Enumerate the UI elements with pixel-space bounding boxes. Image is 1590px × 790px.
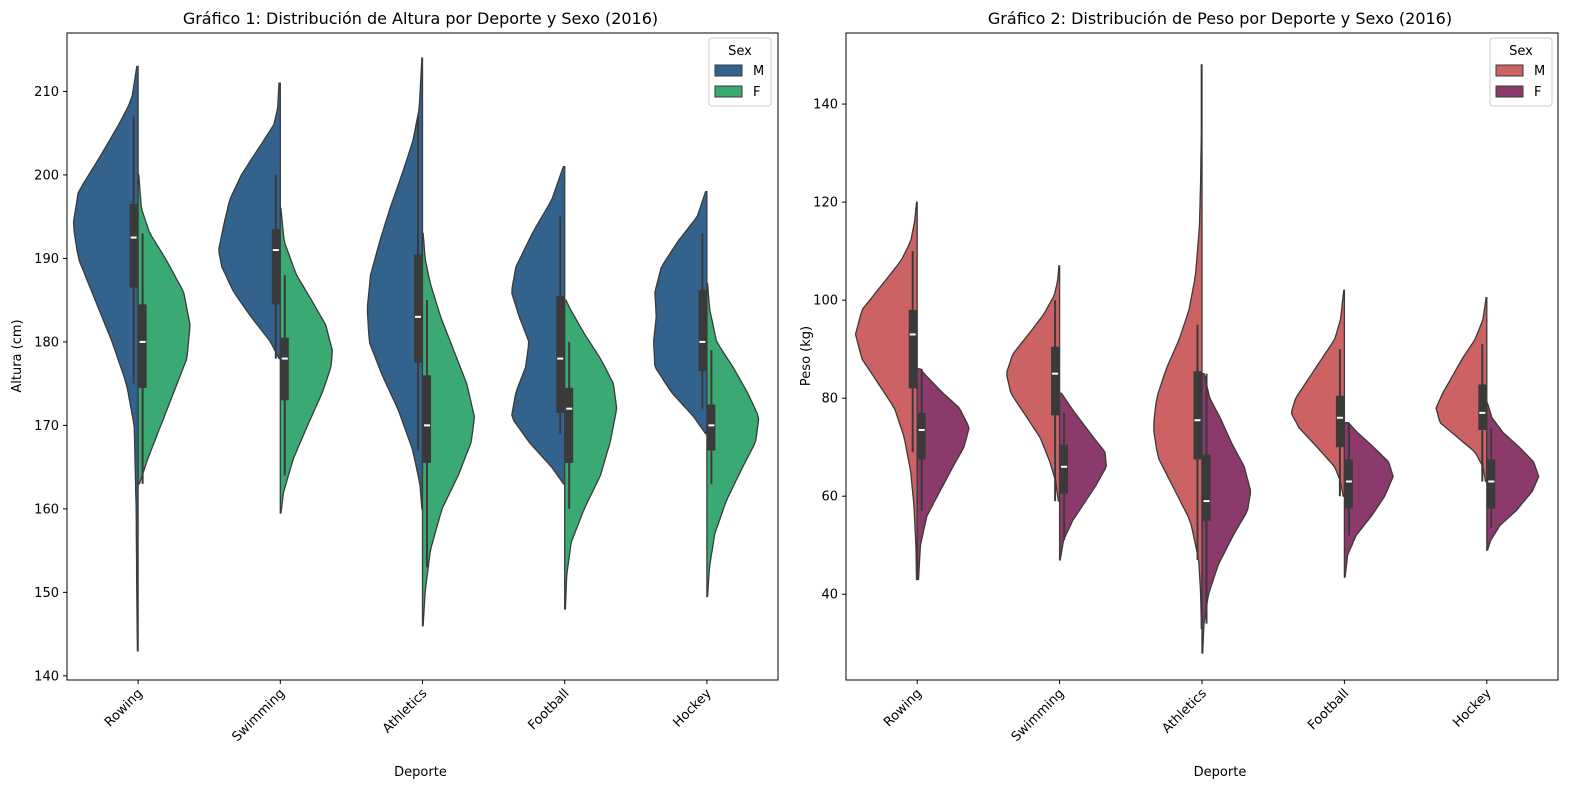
violin-rowing-m (72, 65, 139, 652)
legend-swatch-f (1495, 85, 1524, 98)
iqr-box-rowing-m (908, 309, 917, 389)
iqr-box-athletics-f (1202, 454, 1211, 521)
iqr-box-swimming-m (1051, 346, 1060, 416)
legend-title: Sex (728, 44, 752, 59)
violin-football-f (564, 299, 618, 610)
iqr-box-football-m (1335, 395, 1344, 448)
y-tick-label: 120 (813, 196, 838, 211)
x-axis-label: Deporte (394, 765, 447, 780)
iqr-box-athletics-m (414, 254, 422, 363)
violin-athletics-f (421, 232, 476, 627)
violin-hockey-m (1435, 297, 1488, 483)
y-tick-label: 100 (813, 294, 838, 309)
x-tick-label: Football (526, 686, 573, 733)
violin-hockey-f (1486, 402, 1540, 551)
legend-title: Sex (1509, 44, 1533, 59)
iqr-box-athletics-f (423, 375, 431, 463)
x-tick-label: Rowing (881, 686, 925, 730)
x-tick-label: Swimming (229, 686, 288, 745)
violin-football-m (1290, 289, 1346, 497)
violin-swimming-m (218, 82, 281, 360)
legend-label-f: F (1534, 85, 1541, 100)
y-tick-label: 40 (821, 588, 838, 603)
violin-hockey-f (706, 282, 760, 598)
y-tick-label: 160 (34, 502, 59, 517)
x-tick-label: Athletics (1159, 686, 1210, 737)
violin-hockey-m (653, 190, 708, 435)
iqr-box-hockey-f (1487, 459, 1496, 509)
weight-violin-chart: Gráfico 2: Distribución de Peso por Depo… (799, 9, 1559, 780)
legend-label-f: F (753, 85, 760, 100)
violin-swimming-f (279, 207, 333, 514)
violin-rowing-f (137, 174, 191, 485)
iqr-box-rowing-m (129, 204, 138, 288)
violin-rowing-f (916, 368, 970, 581)
iqr-box-swimming-f (1060, 444, 1069, 494)
legend-swatch-m (714, 64, 743, 77)
y-tick-label: 180 (34, 335, 59, 350)
violin-athletics-m (1153, 64, 1203, 630)
x-tick-label: Rowing (102, 686, 146, 730)
x-tick-label: Hockey (1450, 686, 1495, 731)
iqr-box-hockey-f (707, 404, 716, 451)
violin-swimming-m (1006, 265, 1061, 502)
iqr-box-swimming-m (271, 229, 280, 305)
x-tick-label: Swimming (1009, 686, 1068, 745)
y-tick-label: 200 (34, 168, 59, 183)
y-tick-label: 190 (34, 252, 59, 267)
chart-title: Gráfico 1: Distribución de Altura por De… (183, 9, 658, 28)
y-axis-label: Peso (kg) (799, 326, 814, 386)
iqr-box-football-m (556, 295, 565, 413)
iqr-box-swimming-f (280, 337, 289, 401)
iqr-box-hockey-m (1478, 384, 1487, 431)
violin-swimming-f (1058, 392, 1107, 561)
y-tick-label: 60 (821, 490, 838, 505)
legend-label-m: M (753, 64, 764, 79)
height-violin-chart: Gráfico 1: Distribución de Altura por De… (10, 9, 779, 780)
iqr-box-hockey-m (698, 290, 707, 372)
violin-football-f (1343, 422, 1394, 578)
x-tick-label: Football (1305, 686, 1352, 733)
legend-swatch-m (1495, 64, 1524, 77)
legend-label-m: M (1534, 64, 1545, 79)
violin-athletics-m (366, 57, 424, 510)
y-tick-label: 140 (813, 98, 838, 113)
iqr-box-athletics-m (1193, 371, 1202, 460)
y-tick-label: 210 (34, 85, 59, 100)
iqr-box-rowing-f (138, 304, 147, 388)
violin-football-m (511, 165, 566, 485)
x-tick-label: Athletics (380, 686, 431, 737)
iqr-box-football-f (1344, 459, 1353, 509)
y-axis-label: Altura (cm) (10, 319, 25, 392)
x-tick-label: Hockey (670, 686, 715, 731)
x-axis-label: Deporte (1194, 765, 1247, 780)
iqr-box-football-f (565, 387, 574, 463)
chart-title: Gráfico 2: Distribución de Peso por Depo… (988, 9, 1452, 28)
iqr-box-rowing-f (917, 412, 926, 460)
y-tick-label: 150 (34, 586, 59, 601)
y-tick-label: 140 (34, 669, 59, 684)
violin-rowing-m (854, 201, 918, 581)
legend-swatch-f (714, 85, 743, 98)
y-tick-label: 170 (34, 419, 59, 434)
y-tick-label: 80 (821, 392, 838, 407)
